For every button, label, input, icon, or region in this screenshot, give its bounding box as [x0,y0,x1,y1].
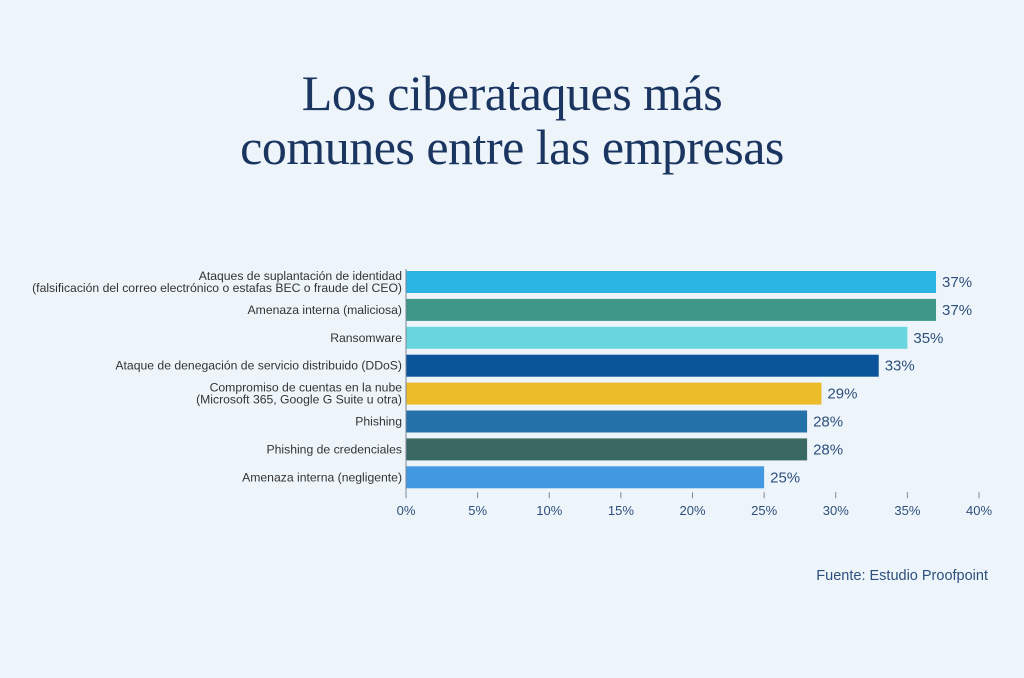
bar-3 [406,354,879,377]
category-label-0-line-0: Ataques de suplantación de identidad [199,269,402,283]
category-label-7: Amenaza interna (negligente) [242,470,402,484]
value-label-0: 37% [942,274,972,291]
category-label-3: Ataque de denegación de servicio distrib… [115,359,402,373]
value-label-3: 33% [885,358,915,375]
x-tick-label-7: 35% [894,503,920,518]
category-label-4-line-1: (Microsoft 365, Google G Suite u otra) [196,393,402,407]
x-tick-label-2: 10% [536,503,562,518]
category-label-4-line-0: Compromiso de cuentas en la nube [210,381,403,395]
bar-7 [406,466,765,489]
value-label-2: 35% [913,330,943,347]
category-label-2: Ransomware [330,331,402,345]
value-label-4: 29% [827,386,857,403]
x-tick-label-8: 40% [966,503,992,518]
x-tick-label-5: 25% [751,503,777,518]
value-label-6: 28% [813,441,843,458]
chart-title-line-2: comunes entre las empresas [240,119,784,175]
source-note: Fuente: Estudio Proofpoint [816,568,988,584]
bar-0 [406,271,937,293]
bar-4 [406,382,822,405]
x-tick-label-0: 0% [397,503,416,518]
chart-title-line-1: Los ciberataques más [301,65,723,121]
bar-5 [406,410,808,433]
x-tick-label-4: 20% [679,503,705,518]
bar-2 [406,326,908,349]
x-tick-label-6: 30% [823,503,849,518]
x-tick-label-1: 5% [468,503,487,518]
bar-6 [406,438,808,461]
category-label-5: Phishing [355,415,402,429]
x-tick-label-3: 15% [608,503,634,518]
value-label-5: 28% [813,414,843,431]
value-label-1: 37% [942,302,972,319]
category-label-1: Amenaza interna (maliciosa) [248,303,402,317]
value-label-7: 25% [770,469,800,486]
bar-1 [406,298,937,321]
chart-title: Los ciberataques más comunes entre las e… [0,66,1024,174]
category-label-0-line-1: (falsificación del correo electrónico o … [32,281,402,295]
category-label-6: Phishing de credenciales [266,442,402,456]
